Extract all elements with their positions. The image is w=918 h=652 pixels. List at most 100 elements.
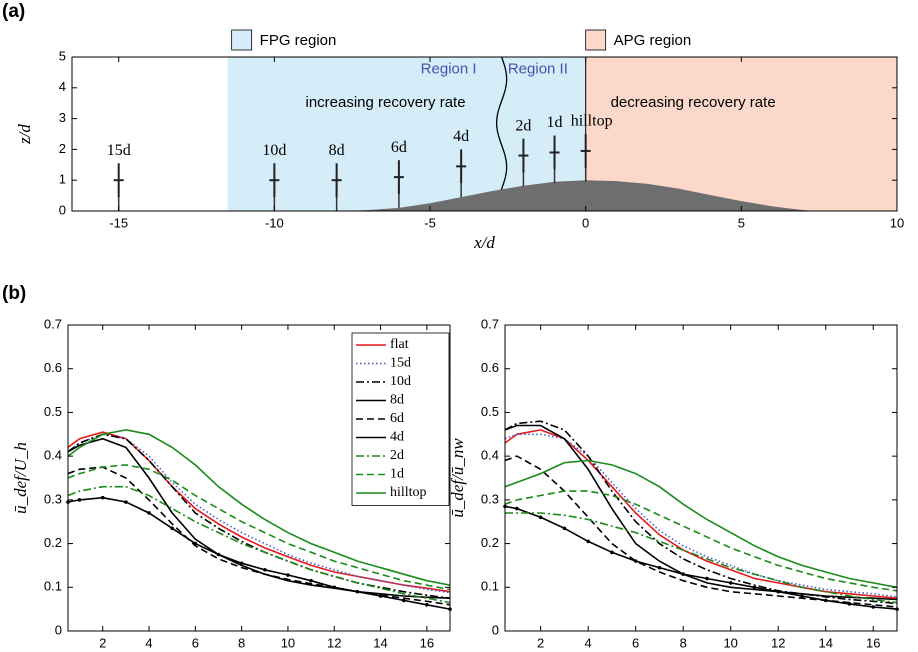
series-marker	[847, 602, 852, 606]
x-tick-label: 14	[818, 635, 832, 650]
series-marker	[871, 605, 876, 609]
region	[227, 57, 586, 211]
x-tick-label: 5	[738, 215, 745, 230]
legend-swatch	[231, 29, 253, 51]
legend-label: 10d	[390, 374, 411, 389]
legend-swatch	[585, 29, 607, 51]
x-tick-label: 6	[632, 635, 639, 650]
series-line	[504, 455, 898, 608]
y-tick-label: 0	[55, 622, 62, 637]
x-tick-label: -5	[424, 215, 436, 230]
x-axis-label: x/d	[473, 233, 495, 252]
turbine-label: 4d	[453, 128, 469, 145]
x-tick-label: 16	[866, 635, 880, 650]
series-marker	[515, 506, 519, 511]
y-tick-label: 1	[59, 172, 66, 187]
turbine-label: 8d	[329, 142, 345, 159]
series-line	[67, 433, 451, 599]
y-tick-label: 0.1	[481, 579, 499, 594]
y-axis-label: z/d	[15, 124, 34, 145]
series-line	[67, 437, 451, 599]
legend-label: 6d	[390, 411, 404, 426]
x-tick-label: 16	[420, 635, 434, 650]
x-tick-label: -15	[109, 215, 128, 230]
series-marker	[610, 550, 614, 555]
y-tick-label: 2	[59, 141, 66, 156]
x-tick-label: 8	[238, 635, 245, 650]
turbine	[393, 160, 404, 208]
series-marker	[286, 573, 290, 577]
x-tick-label: 0	[582, 215, 589, 230]
series-line	[67, 496, 451, 610]
turbine-label: 6d	[391, 139, 407, 156]
series-marker	[425, 602, 429, 607]
annotation: Region II	[508, 60, 568, 77]
plot-frame	[71, 56, 898, 212]
x-tick-label: 14	[373, 635, 387, 650]
x-tick-label: 12	[771, 635, 785, 650]
annotation: decreasing recovery rate	[611, 94, 776, 111]
x-tick-label: 6	[192, 635, 199, 650]
y-tick-label: 0.7	[481, 316, 499, 331]
y-tick-label: 0.6	[481, 360, 499, 375]
x-tick-label: 4	[145, 635, 152, 650]
series-marker	[77, 498, 82, 502]
series-marker	[752, 585, 757, 590]
turbine-label: 2d	[515, 117, 531, 134]
series-marker	[216, 552, 221, 557]
turbine	[518, 138, 529, 187]
turbine-label: hilltop	[571, 113, 613, 130]
series-marker	[681, 572, 685, 576]
x-tick-label: 10	[723, 635, 737, 650]
y-tick-label: 0	[59, 202, 66, 217]
turbine	[331, 163, 342, 211]
series-marker	[800, 594, 804, 598]
y-tick-label: 0	[492, 622, 499, 637]
turbine	[549, 135, 560, 184]
series-marker	[633, 559, 638, 563]
x-tick-label: 10	[890, 215, 904, 230]
y-tick-label: 0.1	[44, 579, 62, 594]
legend-label: FPG region	[260, 32, 337, 49]
series-marker	[193, 541, 198, 546]
legend-label: flat	[390, 337, 409, 352]
annotation: Region I	[421, 60, 477, 77]
series-marker	[378, 594, 383, 598]
y-tick-label: 0.5	[44, 404, 62, 419]
y-tick-label: 4	[59, 79, 66, 94]
x-tick-label: 2	[537, 635, 544, 650]
y-tick-label: 0.6	[44, 360, 62, 375]
y-axis-label: ū_def/U_h	[11, 442, 30, 514]
series-marker	[239, 561, 244, 566]
series-line	[67, 466, 451, 606]
series-marker	[170, 526, 174, 531]
series-marker	[705, 576, 709, 581]
series-line	[504, 424, 898, 601]
y-tick-label: 5	[59, 48, 66, 63]
y-tick-label: 0.4	[481, 448, 499, 463]
y-tick-label: 0.3	[481, 491, 499, 506]
series-marker	[401, 598, 406, 603]
series-line	[67, 485, 451, 604]
region-boundary	[495, 56, 508, 212]
y-tick-label: 0.4	[44, 448, 62, 463]
series-line	[67, 464, 451, 591]
series-line	[504, 490, 898, 592]
series-line	[505, 512, 898, 604]
series-line	[504, 433, 898, 598]
y-tick-label: 3	[59, 110, 66, 125]
turbine	[580, 134, 591, 182]
panel-label: (a)	[2, 1, 25, 22]
series-marker	[332, 585, 337, 590]
turbine-label: 10d	[262, 142, 286, 159]
x-tick-label: -10	[265, 215, 284, 230]
series-marker	[776, 589, 781, 594]
series-marker	[147, 511, 151, 515]
series-marker	[728, 581, 733, 585]
plot-frame	[504, 324, 898, 632]
turbine	[456, 149, 467, 198]
x-tick-label: 4	[585, 635, 592, 650]
legend-label: 1d	[390, 467, 404, 482]
y-tick-label: 0.7	[44, 316, 62, 331]
